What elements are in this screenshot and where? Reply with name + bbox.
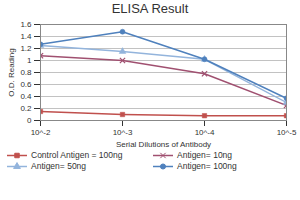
html-text:Control Antigen = 100ng: Control Antigen = 100ng <box>31 150 123 160</box>
svg-text:0.2: 0.2 <box>20 104 32 113</box>
svg-text:10^-5: 10^-5 <box>277 128 297 137</box>
svg-text:0: 0 <box>27 116 32 125</box>
svg-text:0.4: 0.4 <box>20 92 32 101</box>
svg-text:1.2: 1.2 <box>20 44 32 53</box>
svg-text:0.6: 0.6 <box>20 80 32 89</box>
svg-text:Serial Dilutions of Antibody: Serial Dilutions of Antibody <box>116 140 211 149</box>
svg-text:10^-4: 10^-4 <box>195 128 215 137</box>
svg-text:10^-3: 10^-3 <box>113 128 133 137</box>
html-text:Antigen= 10ng: Antigen= 10ng <box>177 150 233 160</box>
html-text:Antigen= 50ng: Antigen= 50ng <box>31 161 87 171</box>
html-text:ELISA Result: ELISA Result <box>111 1 189 16</box>
svg-text:1: 1 <box>27 56 32 65</box>
svg-text:1.4: 1.4 <box>20 32 32 41</box>
svg-text:0.8: 0.8 <box>20 68 32 77</box>
html-text:Antigen= 100ng: Antigen= 100ng <box>177 161 237 171</box>
svg-text:10^-2: 10^-2 <box>31 128 51 137</box>
svg-text:1.6: 1.6 <box>20 20 32 29</box>
svg-text:O.D. Reading: O.D. Reading <box>7 48 16 96</box>
